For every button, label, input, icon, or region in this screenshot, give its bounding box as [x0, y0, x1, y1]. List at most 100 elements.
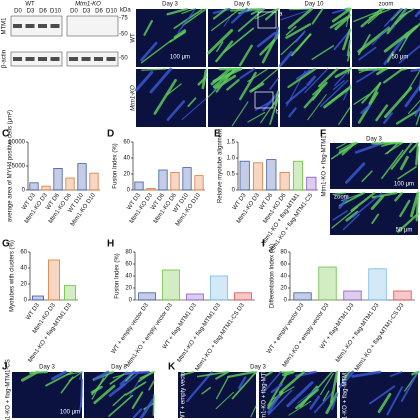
bar [89, 172, 99, 191]
myotube [79, 371, 83, 380]
myotube [123, 370, 150, 375]
myotube [411, 370, 420, 376]
myotube [338, 370, 355, 388]
panel-letter: J [2, 362, 8, 373]
panel-letter: D [107, 129, 114, 140]
myotube [386, 7, 408, 35]
myotube [237, 8, 265, 32]
y-tick-label: 60 [280, 262, 287, 268]
myotube [397, 212, 420, 233]
label: Mtm1-KO + flag-MTM1 [262, 364, 268, 420]
myotube [112, 393, 127, 407]
myotube [334, 67, 352, 79]
label: a [279, 12, 283, 18]
myotube [29, 370, 49, 375]
bar [279, 171, 290, 191]
y-tick-label: 80 [125, 250, 132, 256]
band [81, 57, 91, 61]
y-axis-label: Fusion Index (%) [113, 143, 119, 188]
myotube [137, 371, 154, 383]
band [69, 57, 78, 61]
y-tick-label: 0 [284, 298, 288, 304]
bar [64, 285, 77, 301]
myotube [131, 391, 144, 410]
myotube [125, 381, 147, 396]
myotube [371, 213, 380, 225]
myotube [181, 98, 207, 120]
bar [234, 292, 252, 301]
panel-letter: E [214, 129, 221, 140]
myotube [397, 166, 417, 180]
myotube [361, 82, 382, 104]
myotube [231, 371, 257, 400]
myotube [358, 46, 377, 61]
myotube [226, 370, 255, 379]
band [106, 57, 116, 61]
myotube [383, 112, 393, 124]
myotube [212, 67, 238, 89]
myotube [313, 391, 334, 414]
myotube [148, 380, 155, 391]
myotube [93, 384, 116, 405]
myotube [370, 195, 385, 210]
inset-box [254, 91, 274, 109]
myotube [358, 67, 388, 72]
myotube [369, 385, 396, 405]
myotube [332, 80, 345, 91]
y-tick-label: 40 [280, 274, 287, 280]
myotube [288, 400, 312, 416]
label: D3 [83, 9, 91, 15]
myotube [297, 387, 318, 404]
x-tick-label: Mtm1-KO + empty vector D3 [282, 302, 331, 368]
panel-letter: F [320, 129, 326, 140]
myotube [307, 94, 327, 121]
y-tick-label: 80 [280, 250, 287, 256]
myotube [201, 386, 212, 395]
myotube [238, 376, 247, 390]
y-axis-label: Relative myotube alignment [218, 129, 224, 203]
label: 100 μm [60, 410, 80, 416]
bar [210, 275, 228, 301]
myotube [282, 370, 295, 377]
band [25, 24, 35, 28]
bar [32, 295, 45, 301]
label: D0 [14, 9, 22, 15]
myotube [140, 41, 158, 62]
myotube [381, 149, 404, 180]
y-axis-label: Differentiation Index (%) [270, 244, 276, 308]
y-tick-label: 60 [125, 262, 132, 268]
myotube [287, 67, 317, 89]
x-tick-label: Mtm1-KO + flag-MTM1-CS D3 [354, 302, 406, 372]
myotube [139, 398, 155, 419]
myotube [346, 50, 351, 62]
myotube [311, 45, 334, 60]
myotube [259, 36, 278, 56]
myotube [214, 74, 237, 90]
myotube [304, 68, 329, 94]
y-tick-label: 0 [22, 188, 26, 194]
myotube [371, 26, 390, 46]
bar [146, 187, 156, 191]
bar [368, 268, 387, 301]
myotube [182, 8, 207, 27]
blot [66, 15, 119, 37]
myotube [285, 23, 312, 39]
myotube [207, 29, 234, 55]
myotube [181, 8, 195, 15]
y-tick-label: 60 [20, 250, 27, 256]
bar [77, 163, 87, 191]
y-tick-label: 20 [125, 286, 132, 292]
label: kDa [120, 8, 131, 14]
myotube [238, 71, 257, 101]
band [38, 24, 47, 28]
bar [134, 181, 144, 191]
myotube [141, 68, 167, 71]
y-tick-label: 40 [123, 156, 130, 162]
myotube [386, 51, 394, 63]
myotube [280, 8, 313, 21]
label: Day 3 [366, 137, 382, 143]
myotube [317, 371, 333, 389]
myotube [383, 67, 404, 84]
myotube [347, 68, 351, 75]
bar [41, 185, 51, 191]
